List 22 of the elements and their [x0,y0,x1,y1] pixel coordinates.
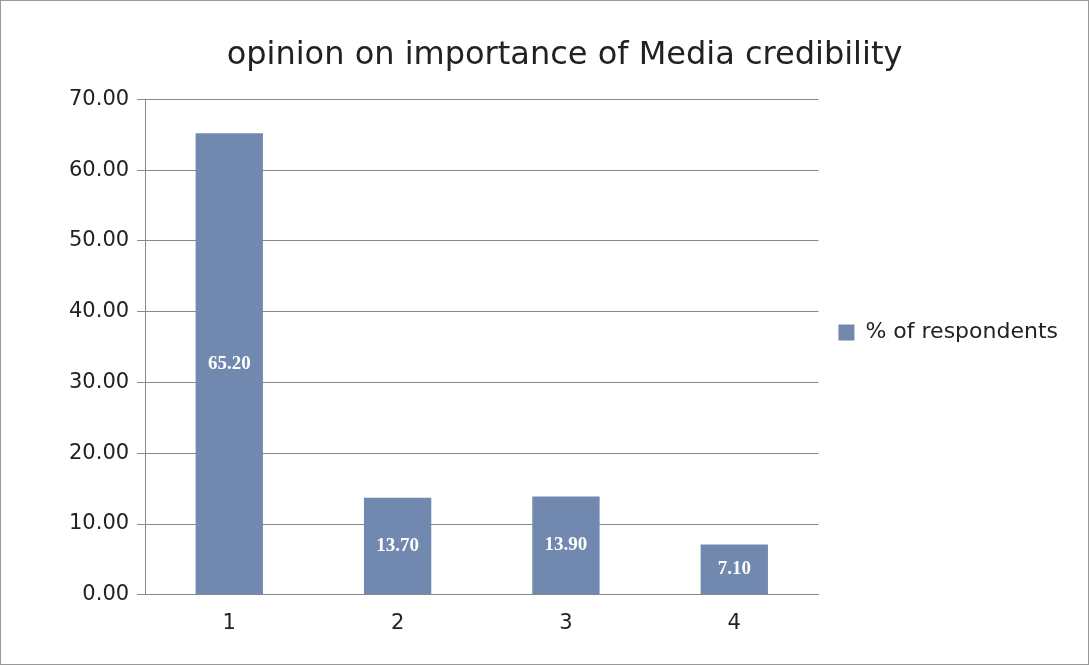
y-tick-label: 70.00 [68,85,130,110]
x-tick-label: 1 [222,609,236,634]
y-tick-label: 10.00 [68,510,130,535]
bar [532,496,600,595]
bar [700,544,768,595]
chart-title: opinion on importance of Media credibility [226,33,903,72]
bar [363,497,432,595]
x-tick-label: 2 [390,609,405,634]
x-tick-label: 4 [727,609,741,634]
data-label: 65.20 [207,351,251,373]
y-tick-label: 20.00 [68,439,130,464]
y-tick-label: 60.00 [68,156,130,181]
y-tick-label: 0.00 [82,581,130,606]
data-label: 13.90 [544,533,588,555]
data-label: 13.70 [376,533,419,555]
y-tick-label: 30.00 [68,368,130,393]
bar [195,133,263,595]
y-tick-label: 40.00 [68,298,130,323]
x-tick-label: 3 [559,609,573,634]
legend-label: % of respondents [865,318,1059,344]
data-label: 7.10 [717,557,751,579]
y-tick-label: 50.00 [68,227,130,252]
